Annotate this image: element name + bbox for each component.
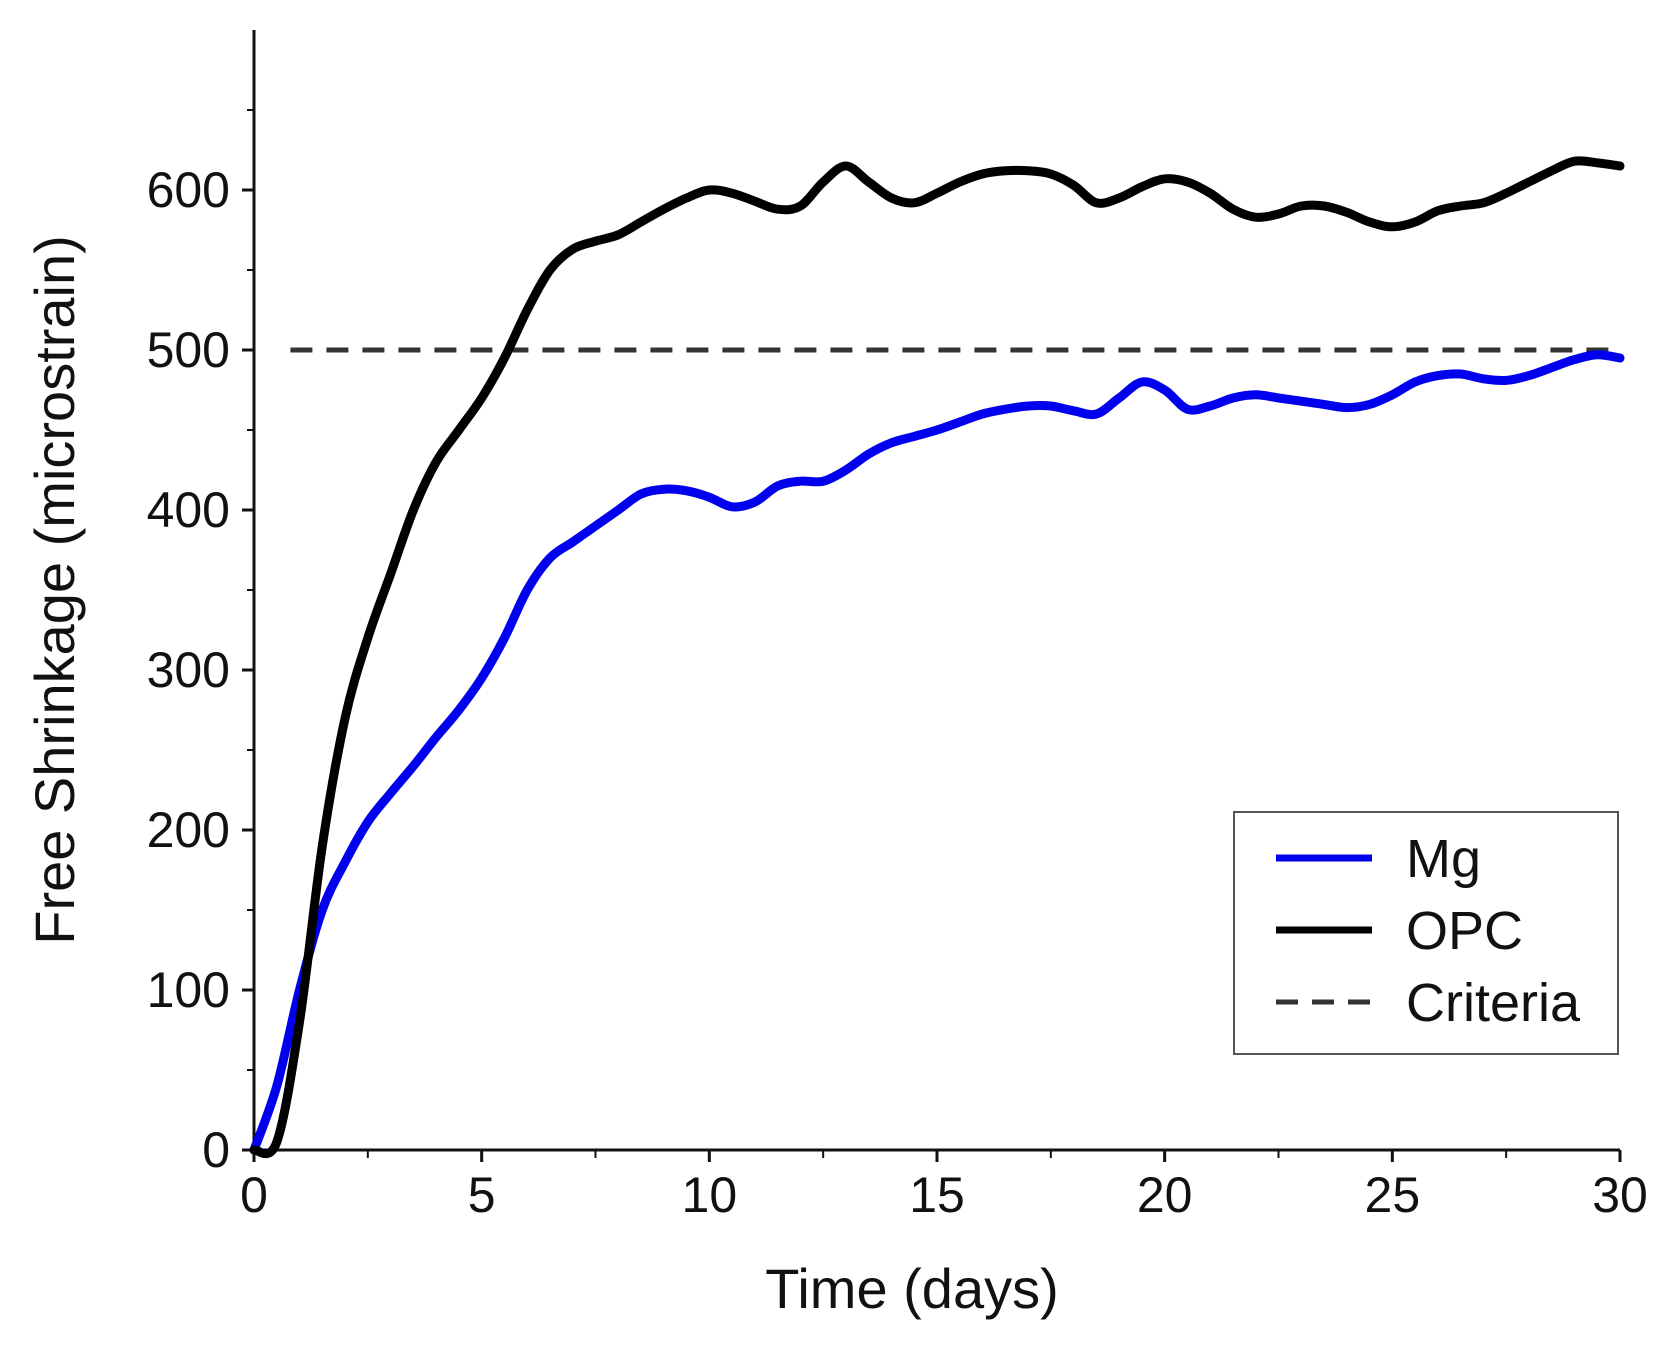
x-tick-label-0: 0 [240,1167,268,1223]
y-tick-label-500: 500 [147,322,230,378]
legend-label-criteria: Criteria [1406,973,1581,1033]
x-tick-label-25: 25 [1365,1167,1421,1223]
y-tick-label-200: 200 [147,802,230,858]
y-tick-label-0: 0 [202,1122,230,1178]
series-line-mg [249,350,1625,1155]
series-line-opc [249,156,1625,1159]
legend: Mg OPC Criteria [1233,811,1619,1055]
legend-label-mg: Mg [1406,829,1481,889]
x-tick-label-30: 30 [1592,1167,1648,1223]
y-axis-title: Free Shrinkage (microstrain) [23,235,86,945]
y-tick-label-400: 400 [147,482,230,538]
x-tick-label-20: 20 [1137,1167,1193,1223]
legend-label-opc: OPC [1406,901,1523,961]
y-tick-label-100: 100 [147,962,230,1018]
y-tick-label-300: 300 [147,642,230,698]
x-tick-label-10: 10 [682,1167,738,1223]
y-ticks: 0 100 200 300 400 500 600 [147,109,254,1178]
series-layer [249,156,1625,1159]
x-axis-title: Time (days) [765,1257,1059,1320]
x-tick-label-15: 15 [909,1167,965,1223]
x-tick-label-5: 5 [468,1167,496,1223]
x-ticks: 0 5 10 15 20 25 30 [240,1150,1648,1223]
y-tick-label-600: 600 [147,162,230,218]
